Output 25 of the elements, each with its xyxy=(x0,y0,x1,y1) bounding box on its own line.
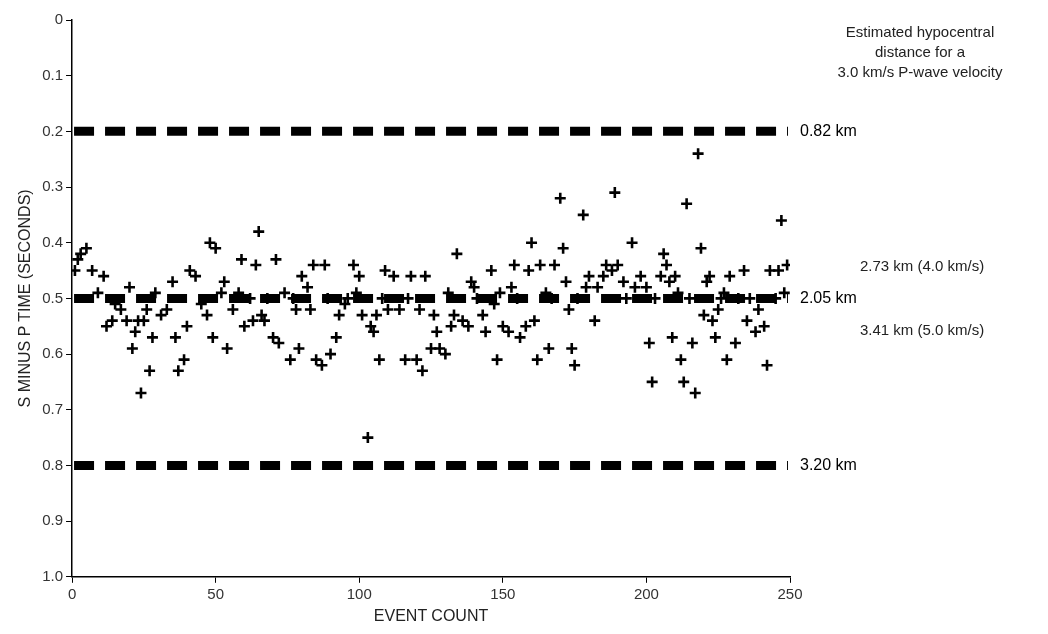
x-tick-label: 50 xyxy=(207,584,224,602)
y-tick-label: 0.8 xyxy=(42,455,64,473)
y-tick-label: 0.1 xyxy=(42,65,64,83)
ref-line-label: 3.20 km xyxy=(800,455,857,473)
ref-line-label: 2.05 km xyxy=(800,288,857,306)
y-tick-label: 0.3 xyxy=(42,177,64,195)
ref-line-label: 0.82 km xyxy=(800,121,857,139)
x-tick-label: 150 xyxy=(490,584,516,602)
text: Estimated hypocentral distance for a 3.0 km/s P-wave velocity xyxy=(837,22,1004,80)
y-tick-label: 0.2 xyxy=(42,121,64,139)
x-tick-label: 200 xyxy=(633,584,659,602)
y-tick-label: 0.9 xyxy=(42,511,64,529)
y-tick-label: 1.0 xyxy=(42,566,64,584)
x-tick-label: 100 xyxy=(346,584,372,602)
y-tick-label: 0.5 xyxy=(42,288,64,306)
x-axis-title: EVENT COUNT xyxy=(373,606,489,624)
text: 2.73 km (4.0 km/s) xyxy=(860,256,985,274)
y-axis-title: S MINUS P TIME (SECONDS) xyxy=(16,189,34,408)
y-tick-label: 0.7 xyxy=(42,399,64,417)
text: 3.41 km (5.0 km/s) xyxy=(860,320,985,338)
y-tick-label: 0.4 xyxy=(42,232,64,250)
x-tick-label: 250 xyxy=(777,584,803,602)
y-tick-label: 0.6 xyxy=(42,344,64,362)
x-tick-label: 0 xyxy=(67,584,77,602)
y-tick-label: 0 xyxy=(54,10,64,28)
